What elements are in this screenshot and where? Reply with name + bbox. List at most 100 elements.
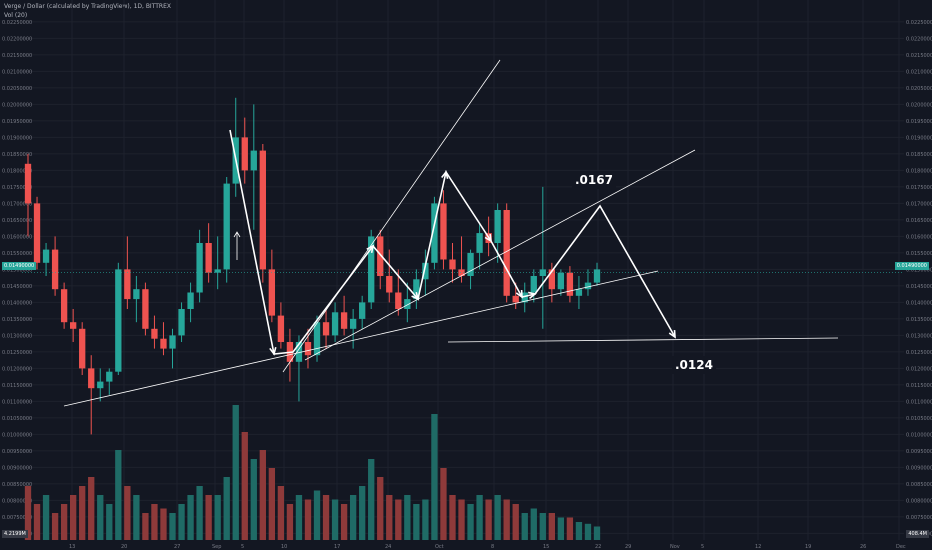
volume-bar (340, 504, 348, 540)
y-tick-label-left: 0.02050000 (2, 86, 32, 92)
trendline-channel-upper (304, 149, 696, 361)
volume-bar (277, 486, 285, 540)
y-tick-label-left: 0.01950000 (2, 119, 32, 125)
y-tick-label-left: 0.00800000 (2, 498, 32, 504)
x-tick-label: 8 (491, 544, 494, 550)
volume-bar (512, 504, 519, 540)
volume-bar (458, 499, 465, 540)
candle-body (97, 381, 104, 389)
candle-body (377, 236, 384, 276)
x-tick-label: 17 (334, 544, 340, 550)
y-tick-label-right: 0.01800000 (906, 168, 932, 174)
y-tick-label-left: 0.01900000 (2, 135, 32, 141)
candle-body (440, 203, 447, 260)
y-tick-label-left: 0.01350000 (2, 317, 32, 323)
volume-bar (259, 450, 266, 540)
y-tick-label-right: 0.01300000 (906, 333, 932, 339)
volume-bar (359, 486, 366, 540)
y-tick-label-right: 0.01650000 (906, 218, 932, 224)
volume-bar (286, 504, 294, 540)
y-tick-label-left: 0.01300000 (2, 333, 32, 339)
volume-bar (133, 495, 140, 540)
candle-body (566, 272, 574, 296)
x-tick-label: 24 (385, 544, 391, 550)
y-tick-label-left: 0.01500000 (2, 267, 32, 273)
y-tick-label-right: 0.01000000 (906, 432, 932, 438)
x-tick-label: Dec (896, 544, 906, 550)
volume-bar (476, 495, 483, 540)
y-tick-label-left: 0.00850000 (2, 482, 32, 488)
candle-body (476, 233, 483, 253)
volume-bar (88, 477, 95, 540)
volume-bar (368, 459, 375, 540)
y-tick-label-right: 0.02050000 (906, 86, 932, 92)
candle-body (575, 289, 583, 296)
volume-bar (377, 477, 384, 540)
candle-body (539, 269, 546, 276)
y-tick-label-right: 0.01550000 (906, 251, 932, 257)
chart-title: Verge / Dollar (calculated by TradingVie… (4, 3, 171, 10)
x-tick-label: Oct (435, 544, 444, 550)
y-tick-label-left: 0.02100000 (2, 69, 32, 75)
candle-body (304, 342, 312, 356)
x-tick-label: 12 (755, 544, 761, 550)
candle-body (196, 243, 203, 293)
y-tick-label-right: 0.01900000 (906, 135, 932, 141)
candle-body (467, 252, 474, 276)
candle-body (422, 262, 429, 280)
y-tick-label-right: 0.01100000 (906, 399, 932, 405)
y-tick-label-left: 0.01800000 (2, 168, 32, 174)
arrowhead (668, 329, 676, 339)
candle-body (548, 269, 556, 290)
y-tick-label-left: 0.01750000 (2, 185, 32, 191)
y-tick-label-right: 0.01500000 (906, 267, 932, 273)
candle-body (449, 259, 456, 270)
y-tick-label-right: 0.02150000 (906, 53, 932, 59)
volume-bar (187, 495, 194, 540)
candle-body (584, 282, 592, 290)
volume-bar (295, 495, 303, 540)
volume-bar (250, 459, 257, 540)
arrowhead (484, 233, 493, 243)
volume-bar (584, 523, 592, 540)
candle-body (431, 203, 438, 263)
volume-bar (79, 486, 86, 540)
candle-body (331, 312, 339, 336)
x-tick-label: 15 (543, 544, 549, 550)
candle-body (60, 289, 68, 323)
x-tick-label: Nov (670, 544, 680, 550)
volume-bar (223, 477, 230, 540)
volume-bar (322, 495, 330, 540)
y-tick-label-left: 0.01100000 (2, 399, 32, 405)
candle-body (205, 243, 212, 273)
volume-bar (151, 504, 158, 540)
y-tick-label-right: 0.02200000 (906, 36, 932, 42)
annotation-target-high: .0167 (572, 171, 616, 189)
volume-bar (304, 499, 312, 540)
volume-bar (494, 495, 501, 540)
x-tick-label: 5 (241, 544, 244, 550)
candle-body (530, 276, 537, 293)
y-tick-label-left: 0.02000000 (2, 102, 32, 108)
y-tick-label-left: 0.01200000 (2, 366, 32, 372)
y-tick-label-right: 0.01050000 (906, 416, 932, 422)
arrowhead (411, 292, 420, 301)
candle-body (142, 289, 149, 329)
y-tick-label-right: 0.00800000 (906, 498, 932, 504)
candle-body (106, 371, 113, 382)
trendline-support (63, 270, 659, 407)
volume-bar (386, 495, 393, 540)
y-tick-label-left: 0.01450000 (2, 284, 32, 290)
volume-bar (485, 499, 492, 540)
volume-bar (214, 495, 221, 540)
volume-bar (60, 504, 68, 540)
price-label-left: 0.01490000 (2, 262, 37, 270)
projection-path (229, 129, 676, 355)
candle-body (313, 322, 321, 356)
y-tick-label-right: 0.01400000 (906, 300, 932, 306)
trendline-steep (282, 59, 501, 373)
candle-body (503, 210, 510, 296)
x-tick-label: 27 (174, 544, 180, 550)
volume-bar (178, 504, 185, 540)
